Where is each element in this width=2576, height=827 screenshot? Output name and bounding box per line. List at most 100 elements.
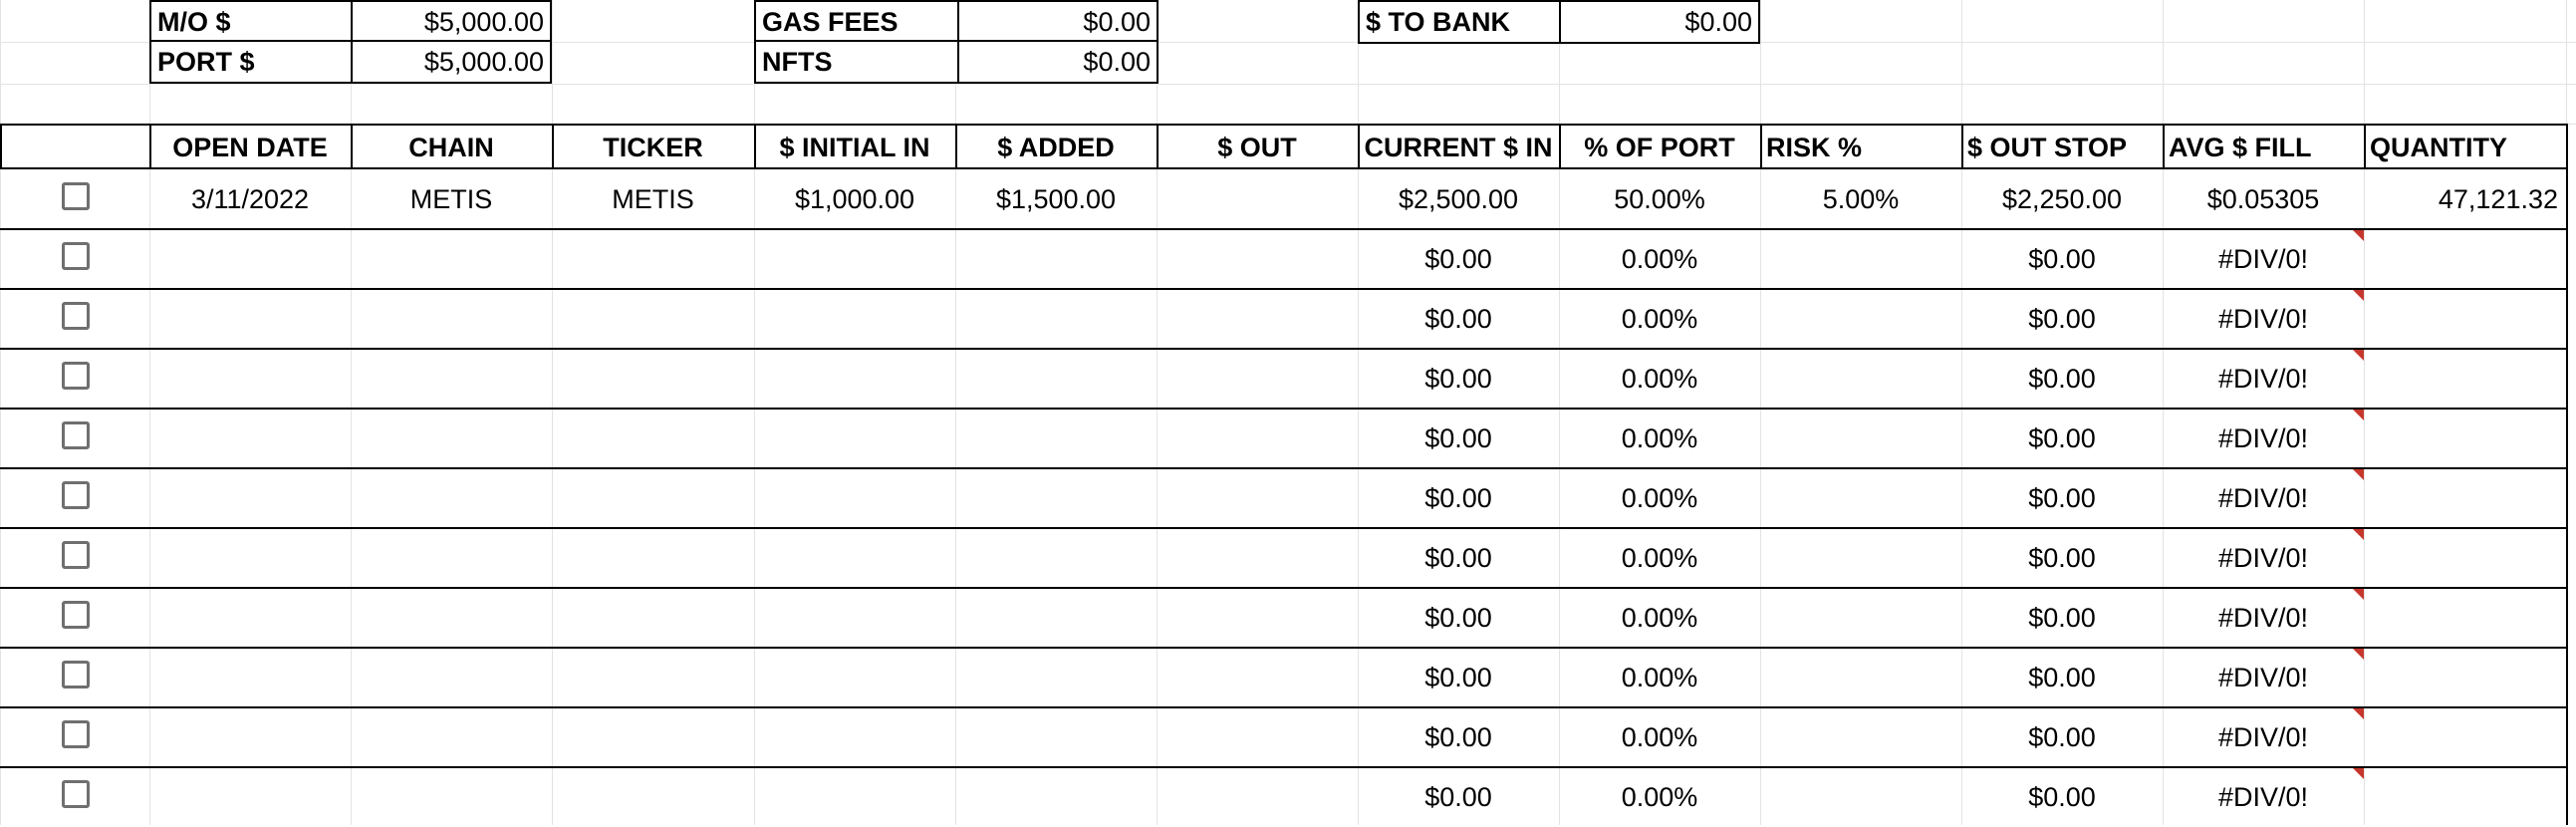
cell-ticker[interactable]: [552, 648, 754, 707]
cell-added[interactable]: [955, 767, 1157, 827]
cell-added[interactable]: [955, 229, 1157, 289]
cell-initial-in[interactable]: $1,000.00: [794, 184, 915, 214]
cell-out[interactable]: [1157, 349, 1358, 409]
cell-pct-of-port[interactable]: 0.00%: [1621, 244, 1698, 274]
cell-out[interactable]: [1157, 707, 1358, 767]
cell-risk-pct[interactable]: [1760, 409, 1961, 468]
header-risk-pct[interactable]: RISK %: [1766, 133, 1863, 162]
cell-pct-of-port[interactable]: 0.00%: [1621, 483, 1698, 513]
cell-out[interactable]: [1157, 229, 1358, 289]
cell-ticker[interactable]: [552, 707, 754, 767]
cell-current-in[interactable]: $0.00: [1424, 483, 1492, 513]
cell-out[interactable]: [1157, 409, 1358, 468]
header-ticker[interactable]: TICKER: [603, 133, 703, 162]
cell-ticker[interactable]: [552, 468, 754, 528]
cell-current-in[interactable]: $0.00: [1424, 543, 1492, 573]
cell-chain[interactable]: [351, 767, 552, 827]
cell-initial-in[interactable]: [754, 468, 955, 528]
cell-open-date[interactable]: [149, 229, 351, 289]
cell-quantity[interactable]: [2364, 468, 2566, 528]
checkbox-unchecked-icon[interactable]: [62, 242, 90, 270]
summary-row-nfts[interactable]: NFTS $0.00: [756, 42, 1157, 82]
cell-open-date[interactable]: [149, 707, 351, 767]
cell-open-date[interactable]: [149, 588, 351, 648]
cell-pct-of-port[interactable]: 50.00%: [1614, 184, 1705, 214]
checkbox-unchecked-icon[interactable]: [62, 302, 90, 330]
cell-risk-pct[interactable]: [1760, 588, 1961, 648]
header-initial-in[interactable]: $ INITIAL IN: [779, 133, 930, 162]
cell-initial-in[interactable]: [754, 648, 955, 707]
cell-out-stop[interactable]: $0.00: [2028, 663, 2096, 692]
cell-added[interactable]: [955, 289, 1157, 349]
cell-chain[interactable]: METIS: [409, 184, 493, 214]
cell-added[interactable]: $1,500.00: [995, 184, 1117, 214]
cell-initial-in[interactable]: [754, 588, 955, 648]
cell-avg-fill[interactable]: #DIV/0!: [2217, 423, 2309, 453]
cell-out-stop[interactable]: $0.00: [2028, 364, 2096, 394]
cell-chain[interactable]: [351, 349, 552, 409]
cell-open-date[interactable]: [149, 648, 351, 707]
cell-current-in[interactable]: $0.00: [1424, 423, 1492, 453]
header-pct-of-port[interactable]: % OF PORT: [1584, 133, 1735, 162]
cell-out-stop[interactable]: $0.00: [2028, 304, 2096, 334]
header-open-date[interactable]: OPEN DATE: [172, 133, 328, 162]
cell-open-date[interactable]: [149, 468, 351, 528]
cell-risk-pct[interactable]: 5.00%: [1822, 184, 1900, 214]
cell-avg-fill[interactable]: #DIV/0!: [2217, 722, 2309, 752]
checkbox-unchecked-icon[interactable]: [62, 421, 90, 449]
cell-pct-of-port[interactable]: 0.00%: [1621, 423, 1698, 453]
cell-quantity[interactable]: [2364, 409, 2566, 468]
cell-risk-pct[interactable]: [1760, 229, 1961, 289]
cell-chain[interactable]: [351, 588, 552, 648]
cell-current-in[interactable]: $0.00: [1424, 364, 1492, 394]
cell-ticker[interactable]: [552, 409, 754, 468]
header-added[interactable]: $ ADDED: [997, 133, 1115, 162]
cell-out-stop[interactable]: $0.00: [2028, 603, 2096, 633]
checkbox-unchecked-icon[interactable]: [62, 720, 90, 748]
checkbox-unchecked-icon[interactable]: [62, 362, 90, 390]
cell-risk-pct[interactable]: [1760, 707, 1961, 767]
cell-initial-in[interactable]: [754, 349, 955, 409]
cell-current-in[interactable]: $0.00: [1424, 244, 1492, 274]
cell-chain[interactable]: [351, 528, 552, 588]
cell-avg-fill[interactable]: $0.05305: [2206, 184, 2320, 214]
cell-pct-of-port[interactable]: 0.00%: [1621, 364, 1698, 394]
cell-open-date[interactable]: [149, 528, 351, 588]
cell-pct-of-port[interactable]: 0.00%: [1621, 663, 1698, 692]
cell-open-date[interactable]: [149, 349, 351, 409]
summary-row-bank[interactable]: $ TO BANK $0.00: [1360, 2, 1758, 42]
cell-chain[interactable]: [351, 707, 552, 767]
cell-ticker[interactable]: [552, 588, 754, 648]
cell-initial-in[interactable]: [754, 289, 955, 349]
cell-quantity[interactable]: [2364, 588, 2566, 648]
cell-quantity[interactable]: [2364, 289, 2566, 349]
cell-risk-pct[interactable]: [1760, 349, 1961, 409]
cell-out-stop[interactable]: $0.00: [2028, 244, 2096, 274]
checkbox-unchecked-icon[interactable]: [62, 541, 90, 569]
header-out[interactable]: $ OUT: [1217, 133, 1297, 162]
header-out-stop[interactable]: $ OUT STOP: [1967, 133, 2128, 162]
cell-added[interactable]: [955, 409, 1157, 468]
cell-out-stop[interactable]: $0.00: [2028, 423, 2096, 453]
header-chain[interactable]: CHAIN: [408, 133, 494, 162]
cell-added[interactable]: [955, 468, 1157, 528]
cell-avg-fill[interactable]: #DIV/0!: [2217, 782, 2309, 812]
cell-chain[interactable]: [351, 648, 552, 707]
cell-pct-of-port[interactable]: 0.00%: [1621, 603, 1698, 633]
cell-added[interactable]: [955, 588, 1157, 648]
cell-chain[interactable]: [351, 468, 552, 528]
cell-initial-in[interactable]: [754, 767, 955, 827]
cell-risk-pct[interactable]: [1760, 468, 1961, 528]
cell-out[interactable]: [1157, 648, 1358, 707]
cell-current-in[interactable]: $0.00: [1424, 722, 1492, 752]
cell-risk-pct[interactable]: [1760, 528, 1961, 588]
checkbox-unchecked-icon[interactable]: [62, 601, 90, 629]
summary-row-mo[interactable]: M/O $ $5,000.00: [151, 2, 550, 42]
cell-risk-pct[interactable]: [1760, 289, 1961, 349]
cell-quantity[interactable]: [2364, 648, 2566, 707]
cell-avg-fill[interactable]: #DIV/0!: [2217, 483, 2309, 513]
cell-initial-in[interactable]: [754, 409, 955, 468]
cell-current-in[interactable]: $0.00: [1424, 304, 1492, 334]
cell-pct-of-port[interactable]: 0.00%: [1621, 782, 1698, 812]
